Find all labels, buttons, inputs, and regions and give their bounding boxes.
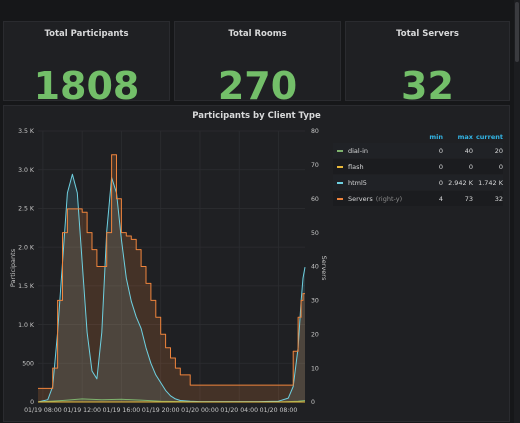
legend-current: 1.742 K [478,178,503,187]
legend-header-max[interactable]: max [457,132,473,141]
legend-max: 73 [464,194,473,203]
y-axis-label-left: Participants [9,248,17,287]
y-axis-right: 0 10 20 30 40 50 60 70 80 [311,128,319,406]
y-axis-left: 0 500 1.0 K 1.5 K 2.0 K 2.5 K 3.0 K 3.5 K [18,128,35,406]
stat-value: 270 [217,64,298,108]
stat-panel-participants[interactable]: Total Participants 1808 [3,21,170,105]
series-color-swatch [337,149,343,152]
stat-title: Total Servers [396,29,459,39]
legend-item-flash[interactable]: flash 0 0 0 [333,159,503,174]
y-tick-label: 1.0 K [18,322,35,329]
x-axis: 01/19 08:00 01/19 12:00 01/19 16:00 01/19 2… [24,407,297,414]
x-tick-label: 01/20 00:00 [181,407,219,414]
series-area-servers [38,154,305,402]
y-right-tick-label: 0 [311,399,315,406]
stat-panel-servers[interactable]: Total Servers 32 [345,21,510,105]
graph-legend: min max current dial-in 0 40 20 flash 0 0 0 html… [333,130,503,207]
stat-panel-rooms[interactable]: Total Rooms 270 [174,21,341,105]
series-color-swatch [337,197,343,200]
legend-label: html5 [348,178,367,187]
y-right-tick-label: 40 [311,264,319,271]
y-right-tick-label: 60 [311,196,319,203]
legend-current: 20 [494,146,503,155]
stat-title: Total Participants [44,29,129,39]
legend-header-current[interactable]: current [475,132,503,141]
chart-lines [37,154,306,403]
y-right-tick-label: 30 [311,298,319,305]
y-tick-label: 0 [30,399,34,406]
legend-label: dial-in [348,146,368,155]
legend-current: 0 [498,162,503,171]
legend-header-min[interactable]: min [429,132,443,141]
legend-max: 40 [464,146,473,155]
x-tick-label: 01/19 20:00 [142,407,180,414]
y-right-tick-label: 80 [311,128,319,135]
y-right-tick-label: 50 [311,230,319,237]
series-color-swatch [337,181,343,184]
y-right-tick-label: 10 [311,365,319,372]
legend-series-name[interactable]: dial-in [333,147,413,155]
page-scrollbar[interactable] [514,0,520,423]
stat-value: 1808 [33,64,140,108]
legend-series-name[interactable]: flash [333,163,413,171]
scrollbar-thumb[interactable] [515,2,519,62]
legend-label: flash [348,162,364,171]
legend-series-name[interactable]: Servers (right-y) [333,195,413,203]
legend-header: min max current [333,130,503,143]
legend-min: 0 [438,146,443,155]
graph-title: Participants by Client Type [192,111,321,121]
y-right-tick-label: 70 [311,162,319,169]
y-axis-label-right: Servers [320,256,328,281]
legend-min: 4 [438,194,443,203]
y-tick-label: 3.5 K [18,128,35,135]
x-tick-label: 01/19 08:00 [24,407,62,414]
y-right-tick-label: 20 [311,331,319,338]
series-line-html5[interactable] [37,173,306,403]
x-tick-label: 01/20 08:00 [260,407,298,414]
legend-max: 0 [468,162,473,171]
chart-areas [38,154,305,402]
y-tick-label: 1.5 K [18,283,35,290]
legend-min: 0 [438,162,443,171]
legend-label: Servers [348,194,373,203]
x-tick-label: 01/20 04:00 [220,407,258,414]
x-tick-label: 01/19 12:00 [63,407,101,414]
legend-axis-hint: (right-y) [375,194,403,203]
legend-series-name[interactable]: html5 [333,179,413,187]
stat-title: Total Rooms [228,29,287,39]
stat-value: 32 [401,64,454,108]
series-area-html5 [38,174,305,402]
legend-item-servers[interactable]: Servers (right-y) 4 73 32 [333,191,503,206]
legend-item-dial-in[interactable]: dial-in 0 40 20 [333,143,503,158]
legend-current: 32 [494,194,503,203]
legend-item-html5[interactable]: html5 0 2.942 K 1.742 K [333,175,503,190]
y-tick-label: 500 [22,360,34,367]
y-tick-label: 2.0 K [18,244,35,251]
x-tick-label: 01/19 16:00 [103,407,141,414]
y-tick-label: 3.0 K [18,167,35,174]
participants-chart[interactable]: 0 500 1.0 K 1.5 K 2.0 K 2.5 K 3.0 K 3.5 K 0 10 20… [0,113,330,423]
series-line-servers[interactable] [38,154,305,389]
series-color-swatch [337,165,343,168]
legend-min: 0 [438,178,443,187]
legend-max: 2.942 K [448,178,473,187]
y-tick-label: 2.5 K [18,206,35,213]
